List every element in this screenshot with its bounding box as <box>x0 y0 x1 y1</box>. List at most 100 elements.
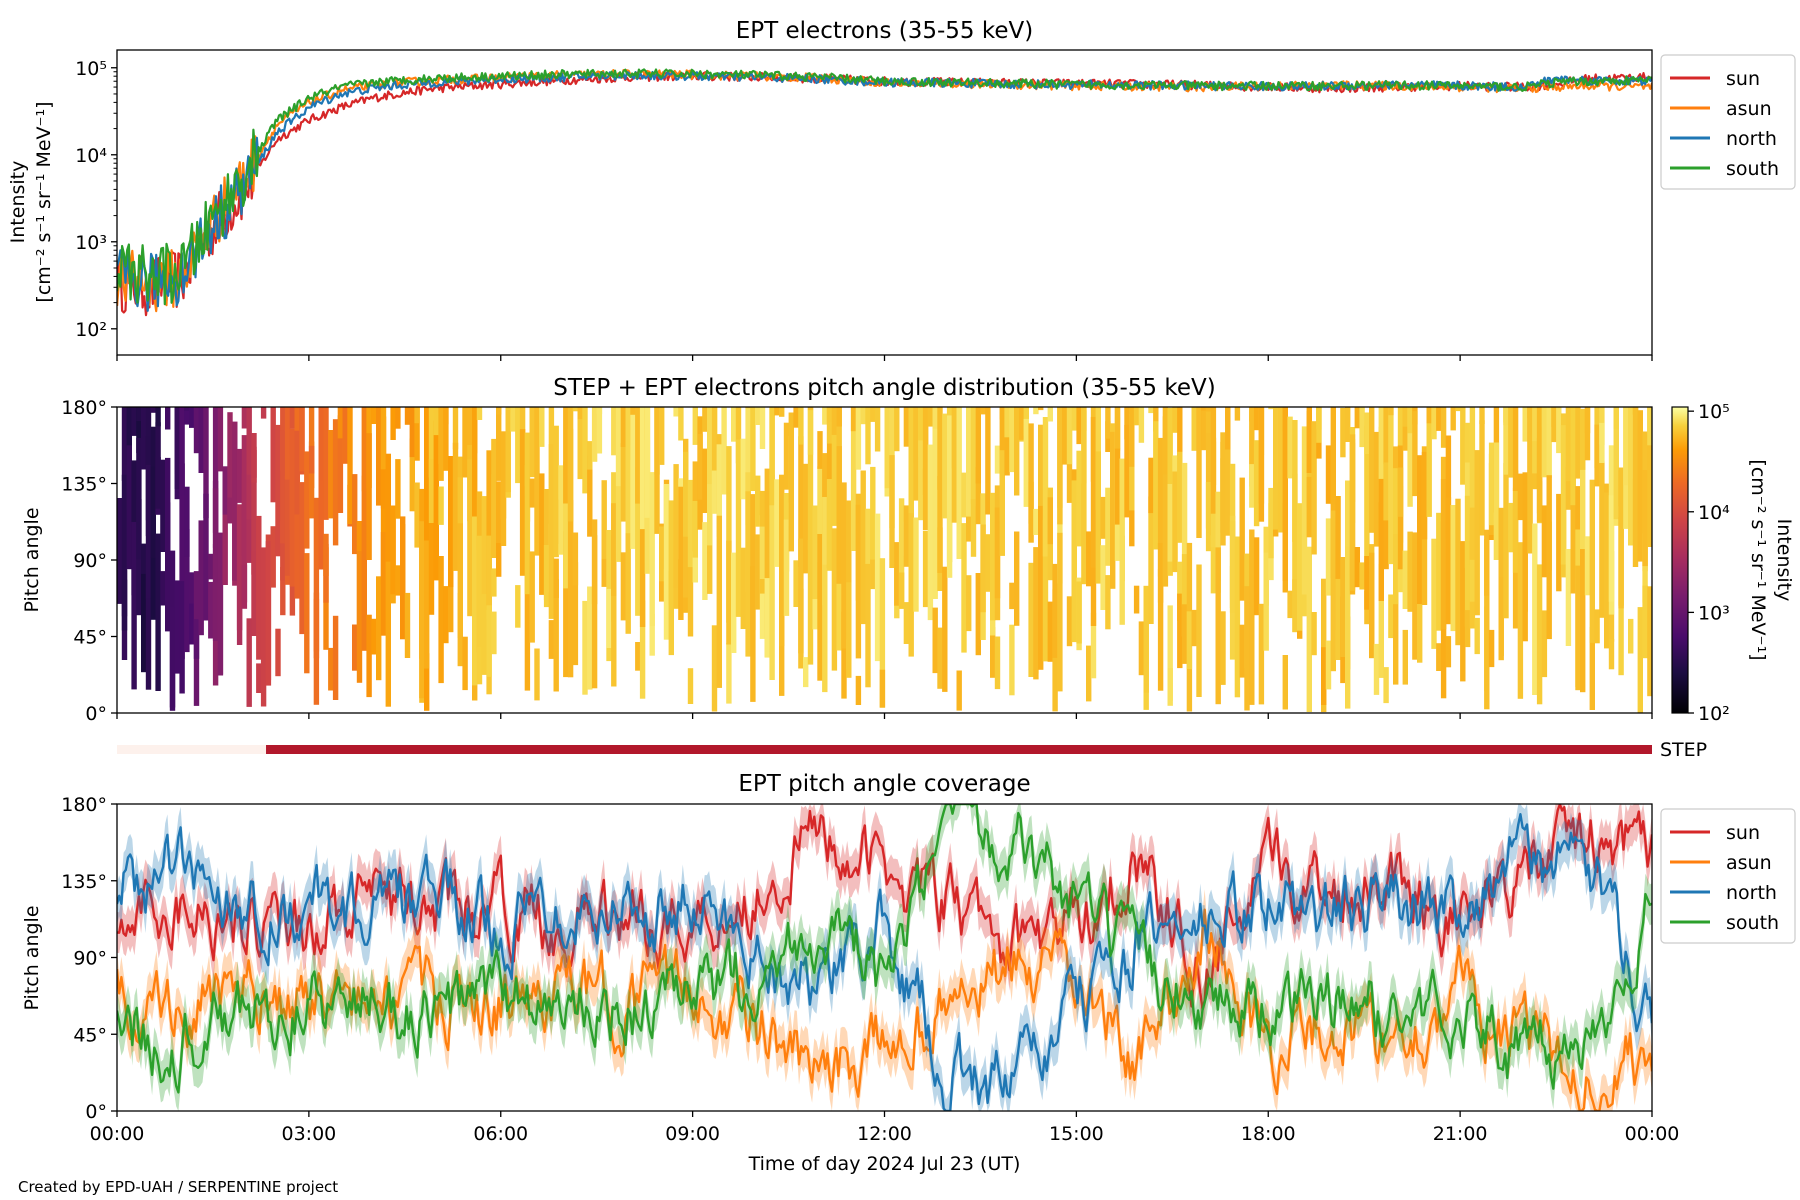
heatmap-cell <box>764 468 770 630</box>
heatmap-cell <box>759 526 766 579</box>
heatmap-cell <box>678 486 684 620</box>
heatmap-cell <box>1047 601 1053 662</box>
heatmap-cell <box>1282 407 1288 581</box>
heatmap-cell <box>1133 407 1140 426</box>
heatmap-cell <box>678 407 684 441</box>
step-label: STEP <box>1660 739 1707 761</box>
heatmap-cell <box>1536 564 1543 705</box>
x-tick-label: 00:00 <box>90 1123 145 1145</box>
heatmap-cell <box>371 407 377 424</box>
heatmap-cell <box>409 438 415 512</box>
heatmap-cell <box>414 407 420 424</box>
legend-label-north: north <box>1726 882 1777 904</box>
heatmap-cell <box>150 407 156 413</box>
heatmap-cell <box>1541 407 1548 478</box>
heatmap-cell <box>284 407 291 480</box>
y-tick-label: 180° <box>61 397 107 419</box>
heatmap-cell <box>1364 556 1370 610</box>
panel4-series-group <box>117 804 1652 1111</box>
heatmap-cell <box>543 545 550 608</box>
heatmap-cell <box>1594 424 1600 487</box>
heatmap-cell <box>1522 407 1528 442</box>
panel4-ylabel: Pitch angle <box>21 905 43 1010</box>
heatmap-cell <box>1426 407 1432 434</box>
heatmap-cell <box>198 520 204 636</box>
heatmap-cell <box>1311 421 1317 555</box>
heatmap-cell <box>1647 407 1652 446</box>
heatmap-cell <box>184 407 190 425</box>
heatmap-cell <box>994 445 1001 474</box>
heatmap-cell <box>284 434 291 576</box>
heatmap-cell <box>150 466 156 558</box>
panel2-y-axis: 0° 45° 90° 135° 180° <box>61 397 117 725</box>
heatmap-cell <box>683 451 689 537</box>
heatmap-cell <box>563 531 569 678</box>
heatmap-cell <box>745 491 751 657</box>
heatmap-cell <box>1225 407 1231 536</box>
heatmap-cell <box>985 534 991 592</box>
heatmap-cell <box>376 576 382 681</box>
heatmap-cell <box>126 421 132 465</box>
heatmap-cell <box>472 516 478 686</box>
heatmap-cell <box>826 407 833 422</box>
heatmap-cell <box>985 407 991 515</box>
heatmap-cell <box>1469 407 1476 541</box>
heatmap-cell <box>1407 531 1413 612</box>
heatmap-cell <box>1148 407 1154 414</box>
heatmap-cell <box>635 407 641 504</box>
heatmap-cell <box>1570 407 1576 506</box>
heatmap-cell <box>1479 407 1485 424</box>
heatmap-cell <box>1052 563 1058 658</box>
heatmap-cell <box>1277 407 1284 533</box>
heatmap-cell <box>1608 639 1615 670</box>
heatmap-cell <box>1330 510 1336 672</box>
heatmap-cell <box>1580 549 1586 693</box>
heatmap-cell <box>1464 422 1471 463</box>
heatmap-cell <box>385 453 391 562</box>
heatmap-cell <box>1642 470 1648 567</box>
heatmap-cell <box>155 533 161 691</box>
heatmap-cell <box>1354 407 1360 429</box>
heatmap-cell <box>879 558 886 708</box>
heatmap-cell <box>280 430 286 544</box>
heatmap-cell <box>1647 407 1652 547</box>
heatmap-cell <box>951 407 958 523</box>
heatmap-cell <box>438 407 444 481</box>
x-tick-label: 18:00 <box>1241 1123 1296 1145</box>
heatmap-cell <box>735 407 742 464</box>
colorbar-tick-label: 10³ <box>1698 602 1730 624</box>
heatmap-cell <box>774 407 780 416</box>
heatmap-cell <box>994 636 1001 690</box>
heatmap-cell <box>251 433 257 478</box>
heatmap-cell <box>865 508 871 564</box>
heatmap-cell <box>424 653 430 711</box>
heatmap-cell <box>1436 407 1442 431</box>
heatmap-cell <box>865 407 871 465</box>
heatmap-cell <box>1445 636 1452 668</box>
heatmap-cell <box>601 552 607 587</box>
heatmap-cell <box>1205 482 1212 552</box>
heatmap-cell <box>1009 582 1015 610</box>
heatmap-cell <box>788 412 794 552</box>
heatmap-cell <box>1402 550 1408 609</box>
heatmap-cell <box>1191 609 1197 647</box>
heatmap-cell <box>496 407 502 415</box>
heatmap-cell <box>208 553 214 580</box>
heatmap-cell <box>395 459 401 519</box>
heatmap-cell <box>654 407 660 534</box>
heatmap-cell <box>270 526 276 588</box>
heatmap-cell <box>779 407 785 417</box>
heatmap-cell <box>452 407 459 450</box>
heatmap-cell <box>428 448 435 615</box>
panel4-legend: sun asun north south <box>1660 808 1796 944</box>
heatmap-cell <box>918 413 924 521</box>
heatmap-cell <box>121 407 128 481</box>
heatmap-cell <box>1157 437 1164 577</box>
heatmap-cell <box>1311 612 1317 656</box>
heatmap-cell <box>467 459 473 617</box>
panel1-x-ticks <box>116 355 1653 361</box>
heatmap-cell <box>692 501 698 558</box>
y-tick-label: 180° <box>61 794 107 816</box>
heatmap-cell <box>1090 544 1097 626</box>
heatmap-cell <box>1503 407 1509 426</box>
